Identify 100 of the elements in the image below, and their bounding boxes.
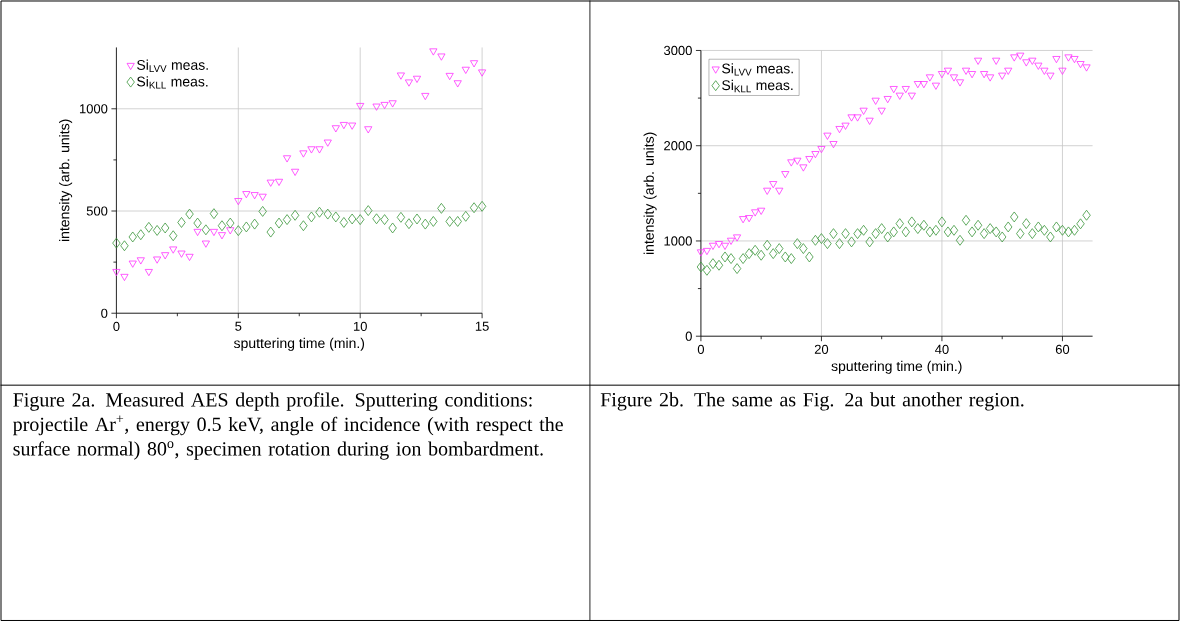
point	[331, 211, 340, 223]
y-tick-label: 0	[685, 331, 692, 341]
point	[364, 126, 373, 134]
point	[299, 220, 308, 231]
point	[234, 225, 243, 236]
point	[461, 66, 470, 74]
point	[112, 237, 121, 249]
point	[323, 139, 332, 147]
point	[201, 240, 210, 248]
point	[380, 101, 389, 109]
legend-label: Si$_{LVV}$ meas.	[137, 59, 208, 72]
point	[144, 268, 153, 276]
point	[258, 205, 267, 217]
point	[437, 202, 446, 214]
point	[266, 226, 275, 238]
point	[201, 224, 211, 235]
point	[274, 178, 284, 186]
point	[315, 146, 324, 154]
caption: Figure 2a. Measured AES depth profile. Sputtering conditions: projectile Ar$^{+}$, energy 0.5 keV, angle of incidence (with respect the surface normal) 80$^{o}$, specimen rotation during ion bombardment.	[13, 392, 563, 460]
x-tick-label: 60	[1055, 344, 1070, 354]
point	[412, 75, 422, 83]
point	[453, 215, 462, 227]
point	[348, 122, 357, 130]
y-axis-title: intensity (arb. units)	[643, 132, 657, 254]
point	[315, 206, 324, 218]
point	[339, 216, 349, 228]
point	[226, 217, 235, 229]
x-axis-title: sputtering time (min.)	[233, 337, 365, 351]
point	[372, 213, 381, 224]
point	[144, 221, 153, 233]
y-tick-label: 1000	[664, 236, 692, 246]
x-tick-label: 40	[935, 344, 949, 354]
x-axis-title: sputtering time (min.)	[831, 360, 962, 374]
point	[120, 273, 129, 281]
point	[477, 200, 487, 212]
point	[478, 69, 487, 77]
point	[356, 213, 365, 225]
legend-label: Si$_{LVV}$ meas.	[722, 62, 793, 76]
point	[112, 268, 121, 276]
point	[153, 256, 162, 264]
point	[429, 215, 438, 227]
point	[209, 228, 218, 236]
y-tick-label: 500	[86, 206, 108, 216]
point	[193, 228, 202, 236]
point	[470, 60, 479, 68]
point	[136, 257, 145, 265]
y-axis-title: intensity (arb. units)	[59, 119, 73, 241]
point	[445, 72, 454, 80]
point	[307, 146, 316, 154]
point	[380, 213, 389, 225]
point	[274, 217, 284, 229]
point	[258, 193, 267, 201]
point	[217, 231, 227, 240]
x-tick-label: 10	[353, 321, 367, 331]
point	[209, 208, 219, 219]
point	[266, 179, 275, 187]
point	[461, 210, 470, 222]
y-tick-label: 2000	[664, 140, 692, 151]
point	[421, 92, 430, 100]
point	[364, 204, 373, 216]
point	[404, 79, 413, 87]
point	[226, 227, 235, 235]
point	[307, 211, 316, 223]
point	[177, 216, 186, 228]
point	[469, 202, 479, 213]
point	[453, 80, 462, 88]
y-tick-label: 3000	[663, 45, 692, 55]
point	[136, 229, 145, 240]
point	[282, 213, 292, 225]
point	[404, 218, 414, 229]
point	[388, 222, 397, 234]
point	[242, 221, 251, 233]
point	[217, 220, 227, 231]
point	[152, 224, 162, 236]
point	[396, 211, 406, 223]
point	[185, 253, 194, 261]
point	[161, 252, 170, 260]
point	[412, 213, 422, 225]
point	[323, 208, 332, 220]
caption: Figure 2b. The same as Fig. 2a but another region.	[600, 392, 1024, 411]
point	[348, 213, 357, 225]
point	[193, 217, 202, 229]
point	[128, 231, 137, 243]
y-tick-label: 0	[101, 308, 108, 318]
point	[290, 209, 300, 221]
x-tick-label: 15	[475, 321, 489, 331]
point	[299, 150, 308, 158]
point	[250, 218, 259, 230]
point	[234, 197, 243, 205]
point	[283, 155, 292, 163]
point	[169, 246, 178, 254]
point	[372, 103, 381, 111]
point	[291, 168, 300, 176]
point	[429, 48, 438, 56]
point	[356, 102, 365, 110]
point	[331, 125, 340, 133]
point	[185, 208, 194, 220]
point	[161, 222, 170, 234]
legend-label: Si$_{KLL}$ meas.	[722, 79, 793, 92]
point	[177, 250, 186, 258]
